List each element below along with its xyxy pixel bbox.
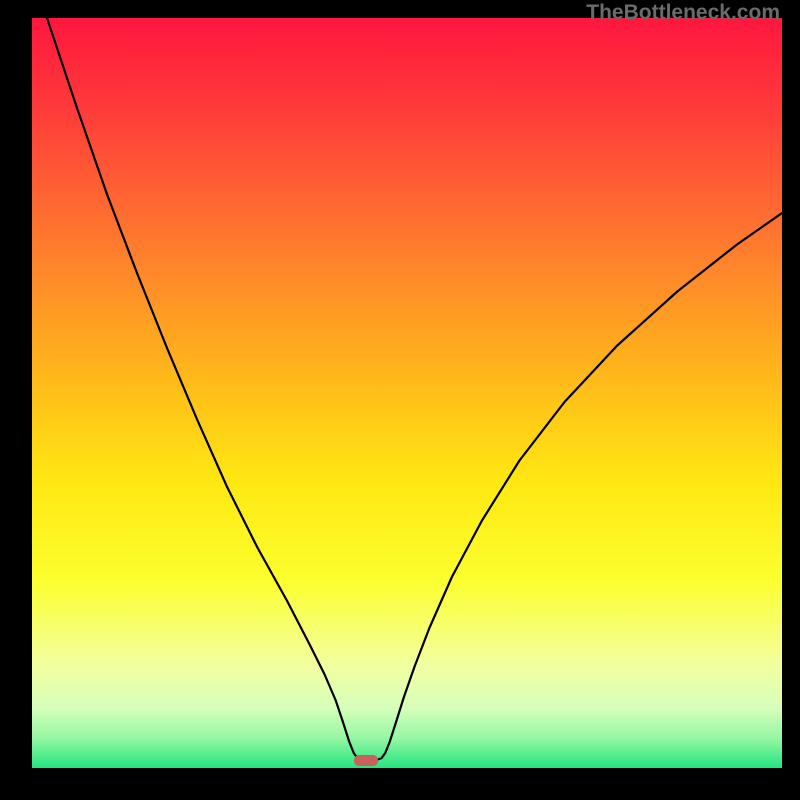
chart-frame: TheBottleneck.com [0, 0, 800, 800]
optimum-marker [354, 755, 378, 766]
bottleneck-curve [32, 18, 782, 768]
frame-border-right [782, 0, 800, 800]
plot-area [32, 18, 782, 768]
frame-border-bottom [0, 768, 800, 800]
frame-border-left [0, 0, 32, 800]
curve-path [47, 18, 782, 760]
watermark-text: TheBottleneck.com [586, 1, 780, 25]
